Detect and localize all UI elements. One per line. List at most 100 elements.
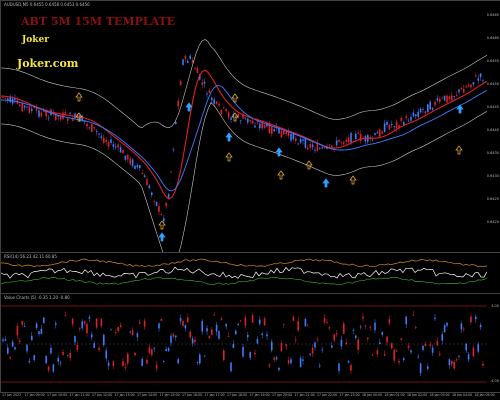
value-axis: 4.00 -4.00 [486, 294, 500, 392]
value-bar [453, 360, 455, 370]
candlestick [389, 124, 391, 130]
time-tick-label: 18 Jan 04:00 [452, 393, 472, 397]
value-bar [132, 327, 134, 336]
candlestick [122, 149, 124, 154]
candlestick [453, 96, 455, 100]
value-bar [84, 320, 86, 325]
candlestick [14, 95, 16, 104]
candlestick [465, 85, 467, 88]
candlestick [132, 158, 134, 168]
value-bar [146, 356, 148, 364]
candlestick [297, 143, 299, 145]
candlestick [458, 89, 460, 96]
candlestick [5, 97, 7, 101]
value-bar [398, 359, 400, 366]
candlestick [216, 101, 218, 105]
value-bar [122, 357, 124, 366]
candlestick [413, 109, 415, 117]
value-bar [161, 319, 163, 321]
value-bar [386, 336, 388, 346]
value-bar [420, 363, 422, 376]
value-bar [396, 348, 398, 352]
value-bar [199, 353, 201, 366]
value-bar [372, 353, 374, 355]
candlestick [41, 111, 43, 119]
candlestick [189, 54, 191, 60]
value-bar [240, 320, 242, 322]
orange-signal-arrow-icon [159, 221, 165, 229]
value-bar [55, 321, 57, 328]
value-bar [477, 342, 479, 354]
value-bar [458, 355, 460, 360]
value-bar [41, 325, 43, 334]
value-bar [139, 319, 141, 324]
time-tick-label: 17 Jan 10:00 [47, 393, 67, 397]
candlestick [429, 100, 431, 111]
value-bar [125, 363, 127, 370]
value-bar [441, 331, 443, 344]
value-bar [96, 318, 98, 329]
time-tick-label: 17 Jan 20:00 [272, 393, 292, 397]
value-bar [336, 330, 338, 337]
value-bar [211, 327, 213, 335]
value-bar [463, 327, 465, 332]
value-bar [341, 336, 343, 349]
value-chart-canvas[interactable] [1, 294, 487, 392]
candlestick [17, 97, 19, 105]
value-bar [329, 326, 331, 330]
candlestick [434, 100, 436, 107]
price-tick-label: 0.6450 [487, 82, 499, 86]
value-bar [439, 351, 441, 357]
value-bar [456, 358, 458, 362]
time-tick-label: 17 Jan 12:00 [92, 393, 112, 397]
candlestick [381, 131, 383, 135]
value-bar [249, 351, 251, 360]
value-bar [410, 349, 412, 355]
value-bar [17, 323, 19, 339]
value-bar [283, 324, 285, 328]
candlestick [372, 137, 374, 142]
value-bar [444, 324, 446, 333]
value-bar [276, 356, 278, 361]
value-chart-panel[interactable]: Value Charts (5) -0.35 1.20 -0.80 4.00 -… [0, 293, 500, 393]
candlestick [295, 136, 297, 144]
candlestick [185, 55, 187, 63]
candlestick [173, 147, 175, 152]
candlestick [384, 120, 386, 132]
value-bar [218, 330, 220, 340]
candlestick [247, 118, 249, 124]
value-bar [343, 321, 345, 334]
value-bar [12, 340, 14, 347]
candlestick [67, 118, 69, 124]
time-tick-label: 17 Jan 19:00 [250, 393, 270, 397]
value-bar [67, 355, 69, 357]
oscillator-canvas[interactable] [1, 253, 487, 293]
time-tick-label: 17 Jan 2023 [2, 393, 21, 397]
value-bar [353, 328, 355, 334]
value-bar [480, 322, 482, 330]
value-bar [189, 330, 191, 340]
value-bar [153, 347, 155, 352]
value-bar [285, 344, 287, 350]
value-bar [362, 313, 364, 322]
candlestick [437, 95, 439, 102]
time-tick-label: 17 Jan 21:00 [295, 393, 315, 397]
value-bar [355, 334, 357, 339]
value-bar [36, 322, 38, 330]
value-bar [415, 326, 417, 329]
value-bar [264, 316, 266, 325]
value-bar [257, 336, 259, 344]
value-bar [473, 346, 475, 357]
value-bar [38, 331, 40, 336]
value-bar [201, 319, 203, 335]
price-chart-canvas[interactable] [1, 1, 487, 252]
main-chart-panel[interactable]: AUDUSD,M5 0.6455 0.6458 0.6453 0.6456 AB… [0, 0, 500, 253]
candlestick [463, 85, 465, 93]
oscillator-panel[interactable]: RSI(14) 56.23 42.11 60.85 [0, 252, 500, 294]
value-bar [192, 336, 194, 347]
candlestick [38, 109, 40, 119]
value-bar [213, 312, 215, 316]
value-bar [235, 329, 237, 335]
value-bar [134, 353, 136, 356]
candlestick [156, 201, 158, 206]
